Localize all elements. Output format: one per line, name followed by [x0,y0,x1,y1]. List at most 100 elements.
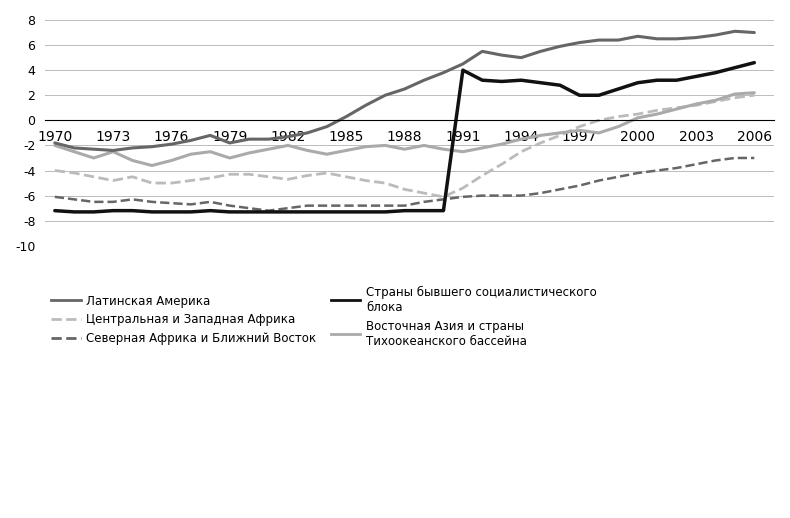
Страны бывшего социалистического
блока [438,208,448,214]
Центральная и Западная Африка [419,190,429,196]
Северная Африка и Ближний Восток [128,196,137,203]
Северная Африка и Ближний Восток [70,196,79,203]
Центральная и Западная Африка [614,113,623,120]
Страны бывшего социалистического
блока [244,209,254,215]
Страны бывшего социалистического
блока [574,92,584,98]
Центральная и Западная Африка [633,111,642,117]
Северная Африка и Ближний Восток [341,203,351,209]
Страны бывшего социалистического
блока [147,209,156,215]
Северная Африка и Ближний Восток [400,203,409,209]
Восточная Азия и страны
Тихоокеанского бассейна [381,142,390,149]
Страны бывшего социалистического
блока [633,80,642,86]
Северная Африка и Ближний Восток [147,199,156,205]
Латинская Америка [186,137,196,143]
Восточная Азия и страны
Тихоокеанского бассейна [750,90,759,96]
Восточная Азия и страны
Тихоокеанского бассейна [89,155,99,161]
Центральная и Западная Африка [244,171,254,177]
Центральная и Западная Африка [400,186,409,192]
Северная Африка и Ближний Восток [672,165,681,171]
Центральная и Западная Африка [536,140,545,146]
Латинская Америка [653,36,662,42]
Центральная и Западная Африка [361,178,371,184]
Страны бывшего социалистического
блока [672,77,681,83]
Северная Африка и Ближний Восток [614,174,623,180]
Латинская Америка [750,30,759,36]
Страны бывшего социалистического
блока [322,209,332,215]
Центральная и Западная Африка [147,180,156,186]
Латинская Америка [70,145,79,151]
Страны бывшего социалистического
блока [341,209,351,215]
Латинская Америка [594,37,604,43]
Центральная и Западная Африка [478,172,487,179]
Центральная и Западная Африка [672,105,681,111]
Латинская Америка [284,134,293,140]
Латинская Америка [730,28,739,34]
Северная Африка и Ближний Восток [50,194,59,200]
Латинская Америка [108,147,118,153]
Страны бывшего социалистического
блока [653,77,662,83]
Латинская Америка [381,92,390,98]
Страны бывшего социалистического
блока [594,92,604,98]
Восточная Азия и страны
Тихоокеанского бассейна [205,149,215,155]
Line: Латинская Америка: Латинская Америка [55,31,754,150]
Страны бывшего социалистического
блока [186,209,196,215]
Страны бывшего социалистического
блока [691,74,701,80]
Восточная Азия и страны
Тихоокеанского бассейна [108,149,118,155]
Северная Африка и Ближний Восток [517,193,526,199]
Латинская Америка [244,136,254,142]
Страны бывшего социалистического
блока [536,80,545,86]
Восточная Азия и страны
Тихоокеанского бассейна [672,106,681,112]
Центральная и Западная Африка [574,123,584,130]
Страны бывшего социалистического
блока [458,67,468,73]
Страны бывшего социалистического
блока [419,208,429,214]
Восточная Азия и страны
Тихоокеанского бассейна [244,150,254,156]
Северная Африка и Ближний Восток [89,199,99,205]
Латинская Америка [633,33,642,39]
Северная Африка и Ближний Восток [711,157,720,164]
Страны бывшего социалистического
блока [478,77,487,83]
Восточная Азия и страны
Тихоокеанского бассейна [419,142,429,149]
Северная Африка и Ближний Восток [730,155,739,161]
Латинская Америка [303,130,312,136]
Северная Африка и Ближний Восток [653,167,662,174]
Страны бывшего социалистического
блока [400,208,409,214]
Восточная Азия и страны
Тихоокеанского бассейна [497,141,506,147]
Центральная и Западная Африка [750,92,759,98]
Латинская Америка [225,140,235,146]
Страны бывшего социалистического
блока [284,209,293,215]
Line: Восточная Азия и страны
Тихоокеанского бассейна: Восточная Азия и страны Тихоокеанского б… [55,93,754,165]
Латинская Америка [128,145,137,151]
Legend: Латинская Америка, Центральная и Западная Африка, Северная Африка и Ближний Вост: Латинская Америка, Центральная и Западна… [51,285,597,348]
Восточная Азия и страны
Тихоокеанского бассейна [536,132,545,138]
Восточная Азия и страны
Тихоокеанского бассейна [50,142,59,149]
Восточная Азия и страны
Тихоокеанского бассейна [225,155,235,161]
Восточная Азия и страны
Тихоокеанского бассейна [478,145,487,151]
Восточная Азия и страны
Тихоокеанского бассейна [555,130,565,136]
Восточная Азия и страны
Тихоокеанского бассейна [128,157,137,164]
Латинская Америка [517,54,526,61]
Восточная Азия и страны
Тихоокеанского бассейна [653,111,662,117]
Восточная Азия и страны
Тихоокеанского бассейна [361,143,371,150]
Латинская Америка [691,35,701,41]
Центральная и Западная Африка [555,132,565,138]
Центральная и Западная Африка [205,175,215,181]
Страны бывшего социалистического
блока [89,209,99,215]
Страны бывшего социалистического
блока [497,78,506,84]
Страны бывшего социалистического
блока [167,209,176,215]
Центральная и Западная Африка [653,107,662,113]
Центральная и Западная Африка [264,174,273,180]
Центральная и Западная Африка [517,149,526,155]
Латинская Америка [672,36,681,42]
Восточная Азия и страны
Тихоокеанского бассейна [633,114,642,121]
Восточная Азия и страны
Тихоокеанского бассейна [594,130,604,136]
Восточная Азия и страны
Тихоокеанского бассейна [730,91,739,97]
Латинская Америка [419,77,429,83]
Северная Африка и Ближний Восток [381,203,390,209]
Страны бывшего социалистического
блока [50,208,59,214]
Северная Африка и Ближний Восток [167,200,176,206]
Северная Африка и Ближний Восток [478,193,487,199]
Line: Северная Африка и Ближний Восток: Северная Африка и Ближний Восток [55,158,754,211]
Северная Африка и Ближний Восток [574,182,584,189]
Центральная и Западная Африка [691,102,701,108]
Восточная Азия и страны
Тихоокеанского бассейна [322,151,332,157]
